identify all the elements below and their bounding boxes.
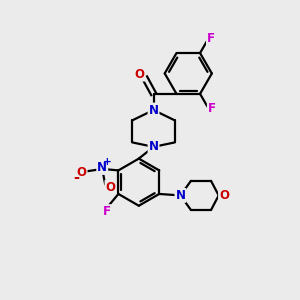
Text: N: N bbox=[148, 103, 158, 116]
Text: F: F bbox=[207, 32, 215, 45]
Text: O: O bbox=[134, 68, 144, 81]
Text: O: O bbox=[106, 181, 116, 194]
Text: N: N bbox=[176, 189, 185, 202]
Text: O: O bbox=[219, 189, 229, 202]
Text: N: N bbox=[97, 161, 107, 174]
Text: F: F bbox=[103, 205, 111, 218]
Text: -: - bbox=[74, 170, 80, 185]
Text: +: + bbox=[103, 158, 112, 167]
Text: O: O bbox=[76, 166, 87, 179]
Text: N: N bbox=[148, 140, 158, 153]
Text: F: F bbox=[208, 102, 216, 115]
